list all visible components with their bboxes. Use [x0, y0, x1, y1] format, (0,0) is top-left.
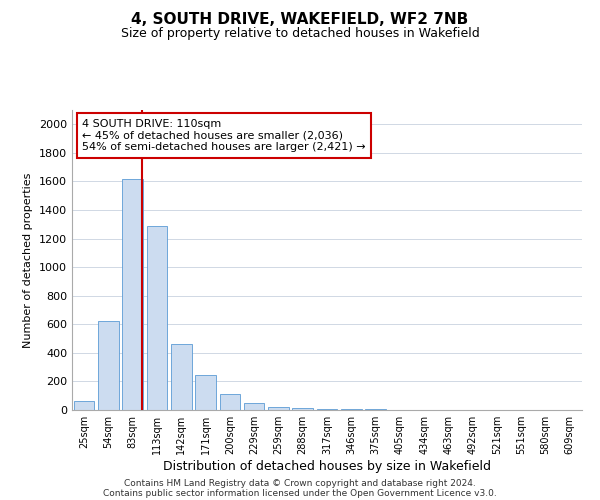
Bar [268, 407, 289, 410]
Bar [220, 394, 240, 410]
Bar [195, 375, 216, 410]
Text: 4, SOUTH DRIVE, WAKEFIELD, WF2 7NB: 4, SOUTH DRIVE, WAKEFIELD, WF2 7NB [131, 12, 469, 28]
Bar [146, 226, 167, 410]
Y-axis label: Number of detached properties: Number of detached properties [23, 172, 34, 348]
Bar [98, 322, 119, 410]
Bar [122, 178, 143, 410]
Bar [292, 408, 313, 410]
Text: Size of property relative to detached houses in Wakefield: Size of property relative to detached ho… [121, 28, 479, 40]
Bar [244, 403, 265, 410]
Text: Contains HM Land Registry data © Crown copyright and database right 2024.: Contains HM Land Registry data © Crown c… [124, 478, 476, 488]
Text: 4 SOUTH DRIVE: 110sqm
← 45% of detached houses are smaller (2,036)
54% of semi-d: 4 SOUTH DRIVE: 110sqm ← 45% of detached … [82, 119, 366, 152]
Bar [317, 409, 337, 410]
Text: Contains public sector information licensed under the Open Government Licence v3: Contains public sector information licen… [103, 488, 497, 498]
Bar [171, 344, 191, 410]
Bar [74, 400, 94, 410]
X-axis label: Distribution of detached houses by size in Wakefield: Distribution of detached houses by size … [163, 460, 491, 473]
